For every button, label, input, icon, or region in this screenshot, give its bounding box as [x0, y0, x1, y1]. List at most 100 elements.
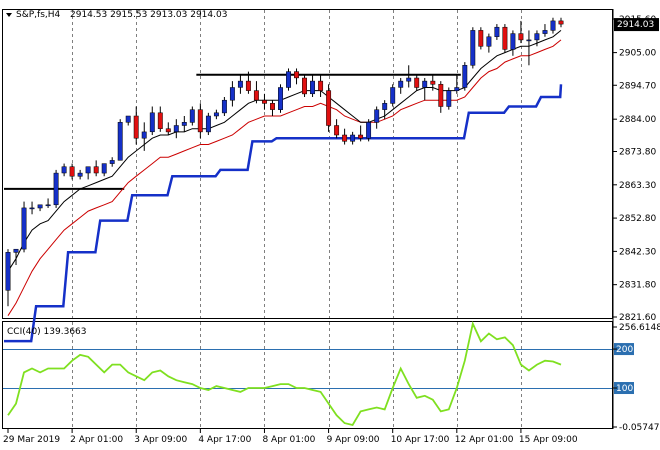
candle [133, 106, 139, 145]
candle-body [430, 80, 436, 85]
candle [286, 68, 291, 91]
support-line [4, 84, 563, 343]
candle-body [454, 87, 460, 91]
candle-body [270, 103, 275, 110]
candle [189, 106, 195, 126]
candle [117, 119, 123, 161]
candle-body [446, 90, 452, 107]
candle [462, 62, 468, 91]
time-axis-label: 2 Apr 01:00 [70, 435, 123, 445]
candle-body [494, 26, 500, 37]
candle [270, 100, 275, 117]
candle [109, 157, 115, 167]
candle-body [117, 122, 123, 161]
candle-body [213, 112, 219, 117]
candle-body [253, 90, 259, 101]
candle [334, 119, 340, 139]
candle-body [109, 160, 115, 164]
candle [438, 81, 444, 113]
candle-body [5, 252, 11, 291]
candle [197, 103, 203, 139]
candle [61, 163, 67, 177]
cci-title: CCI(40) 139.3663 [7, 327, 87, 337]
ohlc-label: 2914.53 2915.53 2913.03 2914.03 [70, 10, 227, 20]
candle-body [21, 207, 27, 250]
time-axis-label: 29 Mar 2019 [3, 435, 60, 445]
candle-body [310, 80, 315, 95]
candle-body [334, 125, 340, 136]
time-axis-label: 15 Apr 09:00 [519, 435, 578, 445]
candle-body [149, 112, 155, 133]
candle [101, 163, 107, 177]
cci-axis-label: 256.6148 [619, 323, 660, 333]
candle [406, 65, 412, 88]
candle [149, 106, 155, 136]
moving-average-fast [7, 30, 562, 272]
current-price-label: 2914.03 [617, 20, 654, 30]
candle-body [294, 71, 299, 79]
candle [85, 166, 91, 180]
candle [213, 109, 219, 120]
candle-body [173, 125, 179, 133]
candle [526, 30, 532, 66]
candle-body [422, 80, 428, 88]
candle [550, 17, 556, 34]
candle-body [61, 166, 67, 174]
cci-level-lines [3, 349, 612, 389]
cci-axis-label: 200 [616, 345, 633, 355]
candle [390, 84, 396, 107]
candle-body [37, 204, 43, 209]
candle-body [245, 80, 251, 91]
candle-body [197, 109, 203, 133]
candle-body [205, 115, 211, 133]
candle [278, 84, 283, 113]
candle-body [502, 26, 508, 50]
candle-body [478, 30, 484, 47]
candle-body [278, 87, 283, 110]
candle-body [398, 80, 404, 88]
candle-body [45, 204, 51, 207]
candle-body [558, 20, 564, 25]
candle [534, 30, 540, 47]
candle-body [350, 134, 356, 142]
candle [45, 198, 51, 208]
candle [294, 68, 299, 85]
candle [414, 74, 420, 91]
candle-body [133, 115, 139, 139]
candle [181, 116, 187, 132]
current-price-tag: 2914.03 [614, 18, 659, 32]
candle-body [486, 36, 492, 47]
candle [13, 248, 19, 266]
candle [29, 201, 35, 215]
candle-body [390, 87, 396, 104]
dropdown-triangle-icon[interactable] [6, 13, 12, 17]
candle [229, 81, 235, 107]
candle-body [189, 109, 195, 123]
candle [478, 27, 484, 50]
price-tick-label: 2852.80 [619, 214, 656, 224]
candle-body [326, 90, 332, 126]
candle [245, 71, 251, 94]
candle [374, 106, 380, 129]
candle [542, 24, 548, 37]
candle-body [358, 134, 364, 139]
candle-body [414, 77, 420, 88]
candle [502, 24, 508, 53]
candle [366, 119, 372, 142]
candle-body [318, 80, 324, 91]
candle [430, 74, 436, 91]
candle-body [526, 39, 532, 42]
candle [69, 163, 75, 180]
candle [558, 17, 564, 28]
candle [237, 74, 243, 94]
candle-body [53, 172, 59, 206]
candle-body [141, 131, 147, 139]
time-axis-label: 9 Apr 09:00 [327, 435, 380, 445]
candle [5, 249, 11, 307]
time-axis-label: 3 Apr 09:00 [134, 435, 187, 445]
candle [342, 128, 348, 145]
candle-body [406, 77, 412, 82]
candle [173, 119, 179, 139]
candle-body [302, 77, 307, 95]
